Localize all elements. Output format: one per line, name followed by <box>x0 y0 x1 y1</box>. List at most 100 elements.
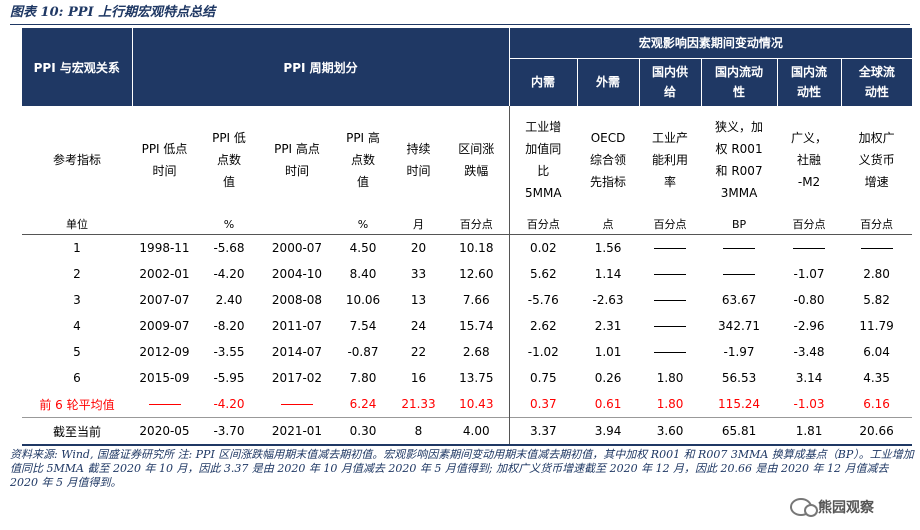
indicator-cell: 加权广 义货币 增速 <box>841 106 912 214</box>
table-cell: 1.56 <box>594 241 622 255</box>
table-cell <box>261 391 333 418</box>
table-cell: 7.66 <box>462 293 490 307</box>
table-cell: 16 <box>410 371 427 385</box>
indicator-line: 3MMA <box>720 186 758 200</box>
header-factor-line: 国内流动 <box>715 65 764 80</box>
table-cell: 63.67 <box>721 293 757 307</box>
table-cell: 2009-07 <box>139 319 190 333</box>
table-cell: 115.24 <box>718 397 761 411</box>
ppi-summary-table: PPI 与宏观关系 PPI 周期划分 宏观影响因素期间变动情况 内需 外需 国内供给… <box>22 28 913 446</box>
table-cell: 2.31 <box>594 319 622 333</box>
table-cell: 0.02 <box>508 234 578 261</box>
table-cell: -4.20 <box>213 267 245 281</box>
indicator-line: 先指标 <box>590 175 627 189</box>
indicator-cell: 狭义，加权 R001 和 R007 3MMA <box>701 106 777 214</box>
indicator-line: 值 <box>222 175 235 189</box>
figure-caption: 图表 10: PPI 上行期宏观特点总结 <box>10 5 216 20</box>
table-cell: -0.80 <box>793 293 825 307</box>
indicator-line: 值 <box>356 175 369 189</box>
table-cell: 5.82 <box>863 293 890 307</box>
header-factor: 全球流 动性 <box>840 58 913 106</box>
unit-cell: BP <box>701 214 778 235</box>
header-factor: 内需 <box>508 58 578 106</box>
table-cell <box>639 261 701 287</box>
table-cell: 6.24 <box>349 397 377 411</box>
table-row: 截至当前 2020-05 -3.70 2021-01 0.30 8 4.00 3.37 3.94… <box>22 417 913 446</box>
indicator-cell: 工业产 能利用率 <box>639 106 701 214</box>
indicator-cell: 广义， 社融 -M2 <box>777 106 841 214</box>
indicator-line: 广义， <box>791 131 828 145</box>
table-cell: 2015-09 <box>139 371 190 385</box>
table-cell: 2007-07 <box>139 293 190 307</box>
empty-dash <box>654 326 687 327</box>
table-cell: 22 <box>410 345 427 359</box>
table-cell <box>639 287 701 313</box>
watermark-text: 熊园观察 <box>818 500 874 516</box>
indicator-line: 义货币 <box>858 153 895 167</box>
table-cell: -3.70 <box>197 417 261 446</box>
header-factor-line: 外需 <box>596 75 621 90</box>
table-row: 3 2007-07 2.40 2008-08 10.06 13 7.66 -5.76 -2.63… <box>22 287 912 313</box>
table-cell: -2.63 <box>592 293 624 307</box>
table-cell: 65.81 <box>701 417 778 446</box>
unit-cell: 点 <box>577 214 640 235</box>
caption-rule <box>10 24 910 25</box>
indicator-cell: 工业增 加值同比 5MMA <box>508 106 578 214</box>
indicator-cell: PPI 高点数值 <box>333 106 393 214</box>
empty-dash <box>654 274 687 275</box>
table-cell: 15.74 <box>459 319 494 333</box>
indicator-line: 狭义，加 <box>715 120 764 134</box>
table-cell: 0.61 <box>594 397 622 411</box>
empty-dash <box>860 248 893 249</box>
table-cell: 2.62 <box>508 313 578 339</box>
table-cell: -1.02 <box>508 339 578 365</box>
table-cell: 6.16 <box>863 397 890 411</box>
header-macro-group: 宏观影响因素期间变动情况 <box>508 28 913 59</box>
table-cell: 4.00 <box>444 417 510 446</box>
indicator-line: 能利用 <box>652 153 689 167</box>
table-cell: 12.60 <box>459 267 494 281</box>
chat-bubble-icon <box>790 498 818 517</box>
indicator-line: 点数 <box>350 153 375 167</box>
indicator-line: PPI 高 <box>346 131 380 145</box>
unit-cell: 百分点 <box>508 214 578 235</box>
indicator-line: 权 R001 <box>715 142 763 156</box>
indicator-line: 工业增 <box>525 120 562 134</box>
table-cell: 5.62 <box>508 261 578 287</box>
indicator-line: 时间 <box>284 164 309 178</box>
indicator-line: 增速 <box>864 175 889 189</box>
table-cell <box>639 339 701 365</box>
watermark: 熊园观察 <box>790 492 915 522</box>
indicator-line: 持续 <box>406 142 431 156</box>
table-cell <box>639 235 701 262</box>
table-cell: -2.96 <box>793 319 825 333</box>
table-cell: 10.18 <box>459 241 494 255</box>
table-row: 前 6 轮平均值 -4.20 6.24 21.33 10.43 0.37 0.61 1.80 1… <box>22 391 912 418</box>
table-cell: 1.80 <box>656 397 684 411</box>
indicator-line: 时间 <box>152 164 177 178</box>
table-cell: -1.03 <box>793 397 825 411</box>
table-cell: 3.94 <box>577 417 640 446</box>
table-cell: 6.04 <box>863 345 890 359</box>
indicator-line: 加值同 <box>525 142 562 156</box>
indicator-line: 5MMA <box>525 186 562 200</box>
indicator-line: PPI 低 <box>212 131 246 145</box>
table-cell: 20 <box>410 241 427 255</box>
table-row: 6 2015-09 -5.95 2017-02 7.80 16 13.75 0.75 0.26 1… <box>22 365 912 391</box>
table-row: 4 2009-07 -8.20 2011-07 7.54 24 15.74 2.62 2.31 3… <box>22 313 912 339</box>
table-cell: 7.80 <box>349 371 377 385</box>
table-cell: 24 <box>410 319 427 333</box>
table-cell: 2000-07 <box>271 241 323 255</box>
table-cell: 20.66 <box>841 417 913 446</box>
table-cell: 1998-11 <box>139 241 190 255</box>
table-cell: 2017-02 <box>271 371 323 385</box>
table-cell: 0.75 <box>508 365 578 391</box>
row-label: 5 <box>73 345 81 359</box>
indicator-line: 时间 <box>406 164 431 178</box>
table-row: 1 1998-11 -5.68 2000-07 4.50 20 10.18 0.02 1.56 <box>22 234 912 262</box>
indicator-label-cell: 参考指标 <box>22 106 132 214</box>
header-factor-line: 动性 <box>797 85 822 100</box>
table-cell: -3.55 <box>213 345 245 359</box>
indicator-line: 区间涨 <box>458 142 495 156</box>
table-cell: -5.68 <box>213 241 245 255</box>
